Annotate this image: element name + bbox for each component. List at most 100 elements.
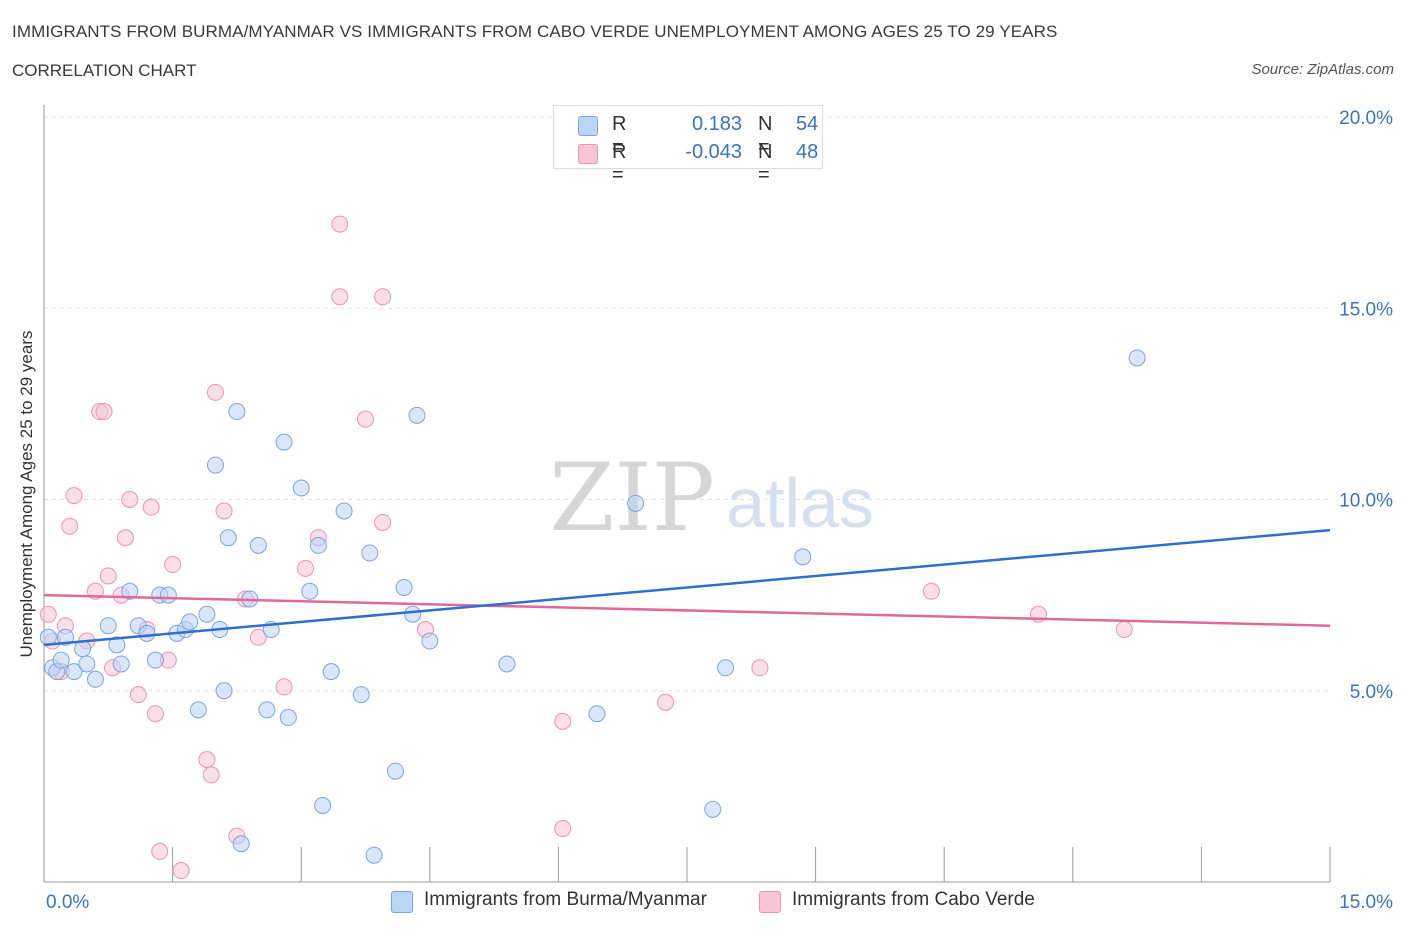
data-point-burma xyxy=(704,800,722,818)
data-point-burma xyxy=(322,663,340,681)
legend-n-label: N = xyxy=(758,141,773,186)
data-point-burma xyxy=(395,578,413,596)
legend-label-cabo-verde: Immigrants from Cabo Verde xyxy=(792,889,1035,910)
data-point-burma xyxy=(112,655,130,673)
data-point-burma xyxy=(86,670,104,688)
data-point-cabo-verde xyxy=(142,498,160,516)
data-point-burma xyxy=(108,636,126,654)
data-point-burma xyxy=(404,605,422,623)
data-point-cabo-verde xyxy=(39,605,57,623)
y-axis-label: Unemployment Among Ages 25 to 29 years xyxy=(17,330,36,658)
data-point-cabo-verde xyxy=(61,517,79,535)
data-point-burma xyxy=(627,494,645,512)
data-point-cabo-verde xyxy=(116,529,134,547)
y-tick-label: 10.0% xyxy=(1339,491,1393,512)
legend-r-label: R = xyxy=(612,141,627,186)
data-point-cabo-verde xyxy=(65,487,83,505)
source-label: Source: ZipAtlas.com xyxy=(1251,61,1394,78)
data-point-cabo-verde xyxy=(172,862,190,880)
data-point-burma xyxy=(301,582,319,600)
chart-subtitle: CORRELATION CHART xyxy=(12,61,197,80)
data-point-burma xyxy=(309,536,327,554)
legend-n-value: 54 xyxy=(796,113,819,135)
data-point-burma xyxy=(228,403,246,421)
data-point-cabo-verde xyxy=(121,491,139,508)
watermark: ZIP atlas xyxy=(549,444,874,553)
data-point-burma xyxy=(275,433,293,451)
x-tick-label: 15.0% xyxy=(1339,892,1393,913)
legend-swatch-blue xyxy=(391,891,413,913)
data-point-burma xyxy=(387,762,405,780)
data-point-cabo-verde xyxy=(657,693,675,711)
data-point-cabo-verde xyxy=(146,705,164,723)
data-point-cabo-verde xyxy=(95,403,113,421)
watermark-atlas: atlas xyxy=(726,464,874,542)
trend-lines xyxy=(43,528,1331,647)
data-point-cabo-verde xyxy=(374,513,392,531)
trend-line-cabo-verde xyxy=(43,593,1331,627)
legend-swatch-pink xyxy=(578,144,598,164)
data-point-burma xyxy=(588,705,606,723)
data-point-burma xyxy=(219,529,237,547)
legend-n-value: 48 xyxy=(796,141,819,163)
data-point-burma xyxy=(365,846,383,864)
data-point-cabo-verde xyxy=(215,502,233,520)
data-point-burma xyxy=(99,617,117,635)
data-point-burma xyxy=(189,701,207,719)
data-point-burma xyxy=(146,651,164,669)
series-burma-points xyxy=(39,349,1146,864)
data-point-cabo-verde xyxy=(99,567,117,585)
y-tick-label: 5.0% xyxy=(1350,682,1393,703)
data-point-burma xyxy=(292,479,310,497)
data-point-cabo-verde xyxy=(275,678,293,696)
data-point-burma xyxy=(352,686,370,704)
data-point-burma xyxy=(206,456,224,474)
trend-line-burma xyxy=(43,528,1331,647)
chart-title: IMMIGRANTS FROM BURMA/MYANMAR VS IMMIGRA… xyxy=(12,22,1058,41)
data-point-burma xyxy=(498,655,516,673)
data-point-cabo-verde xyxy=(751,659,769,677)
data-point-cabo-verde xyxy=(554,712,572,730)
legend-n-label: N = xyxy=(758,113,773,158)
data-point-cabo-verde xyxy=(374,288,392,306)
data-point-burma xyxy=(279,709,297,727)
data-point-cabo-verde xyxy=(922,582,940,600)
data-point-burma xyxy=(65,663,83,681)
data-point-burma xyxy=(138,624,156,642)
data-point-burma xyxy=(314,797,332,814)
data-point-burma xyxy=(78,655,96,673)
data-point-burma xyxy=(421,632,439,650)
data-point-cabo-verde xyxy=(151,842,169,860)
data-point-burma xyxy=(159,586,177,604)
data-point-cabo-verde xyxy=(331,288,349,306)
data-point-cabo-verde xyxy=(129,686,147,704)
correlation-legend: R = 0.183 N = 54 R = -0.043 N = 48 xyxy=(553,105,823,186)
data-point-burma xyxy=(361,544,379,562)
data-point-cabo-verde xyxy=(331,215,349,233)
data-point-burma xyxy=(198,605,216,623)
data-point-cabo-verde xyxy=(164,556,182,574)
x-tick-label: 0.0% xyxy=(46,892,89,913)
legend-r-label: R = xyxy=(612,113,627,158)
data-point-burma xyxy=(335,502,353,520)
data-point-cabo-verde xyxy=(296,559,314,577)
data-point-burma xyxy=(408,406,426,424)
data-point-burma xyxy=(56,628,74,646)
data-point-cabo-verde xyxy=(198,751,216,769)
data-point-cabo-verde xyxy=(357,410,374,428)
data-point-cabo-verde xyxy=(206,383,224,401)
data-point-cabo-verde xyxy=(249,628,267,646)
data-point-cabo-verde xyxy=(554,819,572,837)
data-point-cabo-verde xyxy=(1115,621,1133,639)
axes xyxy=(43,105,1331,883)
data-point-burma xyxy=(794,548,812,566)
legend-swatch-pink xyxy=(759,891,781,913)
tick-labels: 5.0% 10.0% 15.0% 20.0% 0.0% 15.0% xyxy=(46,108,1393,913)
legend-r-value: 0.183 xyxy=(691,113,742,135)
legend-r-value: -0.043 xyxy=(685,141,742,163)
legend-swatch-blue xyxy=(578,116,598,136)
data-point-burma xyxy=(717,659,735,677)
data-point-burma xyxy=(181,613,199,631)
data-point-burma xyxy=(258,701,276,719)
